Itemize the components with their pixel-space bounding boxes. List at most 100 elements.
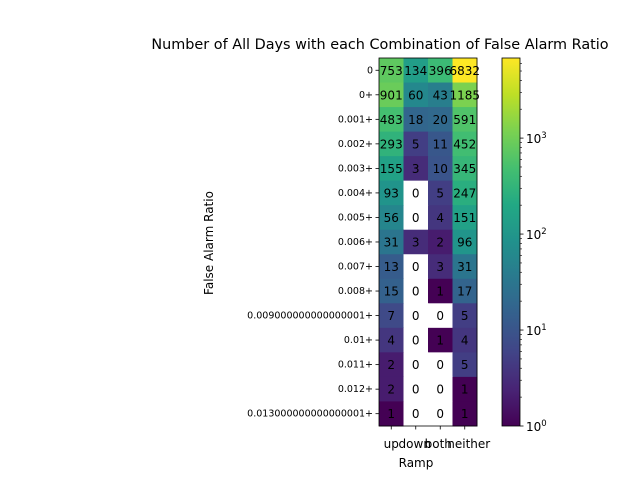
y-tick-label: 0.006+ [338,237,373,248]
cell-value-label: 0 [412,211,420,225]
heatmap-cell [452,303,478,329]
heatmap-cell [452,376,478,402]
heatmap-cell [403,254,429,280]
heatmap-cell [428,401,453,427]
cell-value-label: 247 [453,186,476,200]
cell-value-label: 7 [387,309,395,323]
heatmap-cell [403,352,429,378]
heatmap-cell [428,278,453,304]
heatmap-cell [403,229,429,255]
cell-value-label: 2 [387,383,395,397]
heatmap-cell [403,82,429,108]
y-tick-label: 0+ [359,90,373,101]
heatmap-cell [428,180,453,206]
heatmap-cell [428,229,453,255]
y-tick-label: 0.007+ [338,262,373,273]
heatmap-cell [379,401,404,427]
cell-value-label: 18 [408,113,423,127]
heatmap-cell [379,352,404,378]
heatmap-cell [428,327,453,353]
heatmap-cell [452,58,478,84]
cell-value-label: 11 [433,137,448,151]
heatmap-cell [403,376,429,402]
x-tick-label: up [384,437,399,451]
y-tick-label: 0.009000000000000001+ [247,311,373,322]
cell-value-label: 43 [433,88,448,102]
cell-value-label: 60 [408,88,423,102]
cell-value-label: 93 [384,186,399,200]
heatmap-cell [428,58,453,84]
cell-value-label: 1 [387,407,395,421]
y-tick-label: 0.002+ [338,139,373,150]
heatmap-cell [379,180,404,206]
y-tick-label: 0.011+ [338,360,373,371]
heatmap-cell [379,303,404,329]
cell-value-label: 753 [380,64,403,78]
heatmap-cell [452,180,478,206]
cell-value-label: 1 [461,407,469,421]
cell-value-label: 1 [436,334,444,348]
cell-value-label: 3 [412,162,420,176]
cell-value-label: 396 [429,64,452,78]
cell-value-label: 5 [412,137,420,151]
y-tick-label: 0.001+ [338,114,373,125]
cell-value-label: 2 [387,358,395,372]
cell-value-label: 13 [384,260,399,274]
cell-value-label: 31 [457,260,472,274]
heatmap-cell [379,58,404,84]
y-tick-label: 0.008+ [338,286,373,297]
y-tick-label: 0.003+ [338,163,373,174]
heatmap-cell [403,131,429,157]
cell-value-label: 483 [380,113,403,127]
cell-value-label: 0 [436,407,444,421]
heatmap-cell [452,401,478,427]
cell-value-label: 0 [412,285,420,299]
heatmap-cell [379,254,404,280]
cell-value-label: 452 [453,137,476,151]
cell-value-label: 5 [461,358,469,372]
x-tick-label: both [425,437,452,451]
heatmap-cell [379,156,404,182]
heatmap-cell [403,107,429,133]
cell-value-label: 151 [453,211,476,225]
y-tick-label: 0.012+ [338,384,373,395]
heatmap-cell [403,278,429,304]
cell-value-label: 3 [436,260,444,274]
y-tick-labels: 0 0+ 0.001+ 0.002+ 0.003+ 0.004+ 0.005+ 0.006+ 0… [247,65,379,420]
heatmap-cell [379,327,404,353]
cell-value-label: 345 [453,162,476,176]
colorbar-tick-label: 102 [526,227,547,242]
cell-value-label: 0 [412,260,420,274]
colorbar: 100 101 102 103 [501,57,547,434]
colorbar-tick-label: 100 [526,419,547,434]
heatmap-cell [452,156,478,182]
heatmap-cell [428,303,453,329]
heatmap-cell [452,82,478,108]
cell-value-label: 5 [436,186,444,200]
y-axis-label: False Alarm Ratio [202,191,216,295]
cell-value-label: 591 [453,113,476,127]
cell-value-label: 4 [387,334,395,348]
x-tick-label: neither [447,437,490,451]
cell-value-label: 5 [461,309,469,323]
heatmap-cell [379,278,404,304]
cell-value-label: 2 [436,235,444,249]
cell-value-label: 10 [433,162,448,176]
heatmap-cell [379,131,404,157]
heatmap-cell [452,254,478,280]
cell-value-label: 0 [412,309,420,323]
heatmap-cell [379,107,404,133]
heatmap-cell [452,278,478,304]
heatmap-cell [428,352,453,378]
heatmap-cell [428,82,453,108]
heatmap-cell [428,131,453,157]
heatmap-cell [428,254,453,280]
y-tick-label: 0.005+ [338,212,373,223]
cell-value-label: 1 [436,285,444,299]
cell-value-label: 56 [384,211,399,225]
heatmap-cell [379,82,404,108]
heatmap-cell [452,131,478,157]
heatmap-cell [403,303,429,329]
